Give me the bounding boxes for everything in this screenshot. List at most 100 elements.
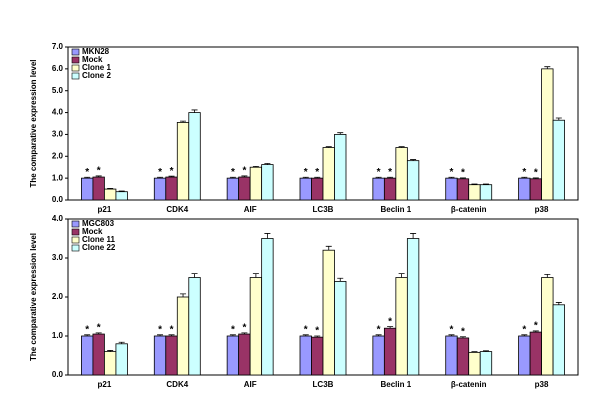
error-bar [410,159,417,161]
bar [249,166,263,201]
error-bar [387,326,394,329]
significance-mark: * [158,324,162,335]
bar [81,335,94,376]
legend-label: Clone 1 [82,63,111,72]
significance-mark: * [158,167,162,178]
significance-mark: * [231,167,235,178]
significance-mark: * [315,167,319,178]
error-bar [180,120,187,123]
legend-label: Clone 11 [82,235,115,244]
y-axis-label: The comparative expression level [29,233,38,361]
error-bar [241,175,248,178]
significance-mark: * [377,167,381,178]
y-tick-label: 1.0 [52,331,64,340]
error-bar [544,273,551,278]
error-bar [544,66,551,69]
x-tick-label: p21 [98,205,112,214]
error-bar [337,277,344,282]
bar [395,277,408,376]
error-bar [241,332,248,335]
error-bar [532,330,539,333]
bar [238,333,251,376]
bar [249,277,263,376]
bar [529,331,542,376]
legend-label: Clone 2 [82,71,111,80]
y-tick-label: 5.0 [52,86,64,95]
error-bar [302,176,309,179]
x-tick-label: LC3B [313,205,334,214]
error-bar [107,350,114,352]
bar [311,177,324,201]
error-bar [84,334,91,336]
error-bar [229,334,236,336]
legend-swatch [71,72,80,80]
significance-mark: * [242,166,246,177]
legend-label: Mock [82,55,103,64]
error-bar [337,132,344,135]
bar [468,184,481,201]
error-bar [314,335,321,338]
significance-mark: * [97,166,101,177]
error-bar [555,302,562,305]
error-bar [448,334,455,336]
significance-mark: * [242,323,246,334]
x-tick-label: AIF [244,380,257,389]
significance-mark: * [388,316,392,327]
x-tick-label: p38 [535,205,549,214]
significance-mark: * [534,168,538,179]
bar [115,191,128,201]
error-bar [375,334,382,336]
x-tick-label: LC3B [313,380,334,389]
bar [153,335,167,376]
bar [334,134,347,201]
bar [188,277,201,376]
bar [552,119,565,201]
error-bar [532,177,539,179]
legend-swatch [71,48,80,56]
legend-swatch [71,228,80,236]
y-tick-label: 7.0 [52,42,64,51]
bar [479,184,493,201]
bar [518,177,531,201]
significance-mark: * [450,167,454,178]
y-tick-label: 0.0 [52,370,64,379]
bar [552,304,565,376]
legend-label: MGC803 [82,219,115,228]
legend-label: MKN28 [82,47,110,56]
bar [541,68,554,201]
error-bar [302,334,309,336]
error-bar [168,175,175,178]
significance-mark: * [461,326,465,337]
bar [456,337,470,376]
error-bar [375,176,382,179]
significance-mark: * [388,167,392,178]
error-bar [191,109,198,113]
bar [541,277,554,376]
x-tick-label: AIF [244,205,257,214]
bar [479,351,493,376]
significance-mark: * [461,168,465,179]
bar [445,335,458,376]
bar [334,280,347,376]
error-bar [459,336,466,338]
x-tick-label: Beclin 1 [381,205,412,214]
error-bar [471,183,478,185]
error-bar [325,146,332,148]
x-tick-label: p21 [98,380,112,389]
error-bar [459,177,466,179]
bar [153,177,167,201]
error-bar [252,165,259,168]
bar [299,177,312,201]
y-tick-label: 0.0 [52,195,64,204]
significance-mark: * [304,324,308,335]
significance-mark: * [304,167,308,178]
significance-mark: * [85,167,89,178]
y-tick-label: 1.0 [52,173,64,182]
error-bar [118,341,125,344]
bar [406,238,420,376]
x-tick-label: CDK4 [166,205,188,214]
x-tick-label: β-catenin [451,380,487,389]
significance-mark: * [450,324,454,335]
legend-swatch [71,236,80,244]
error-bar [118,190,125,192]
